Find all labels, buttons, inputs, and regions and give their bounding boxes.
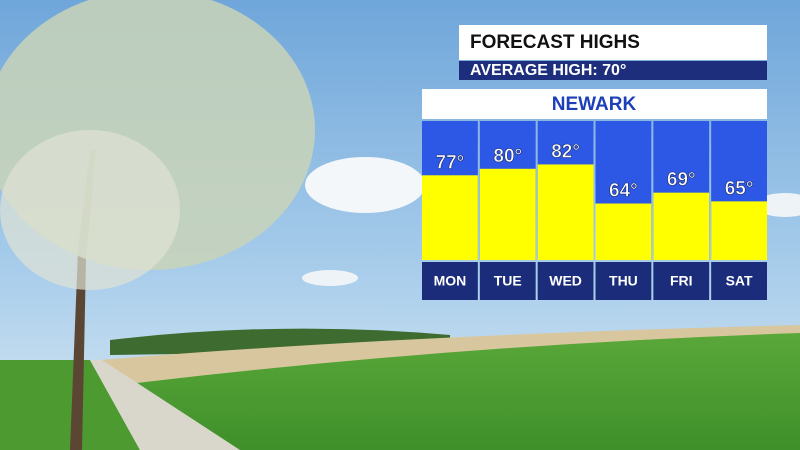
subtitle-box (459, 61, 767, 80)
x-tick-label: MON (434, 273, 467, 289)
bar (537, 164, 594, 260)
bar (653, 192, 710, 260)
bar (711, 201, 767, 260)
day-box (595, 262, 652, 300)
grass (0, 360, 140, 450)
value-label: 69° (667, 170, 696, 191)
x-tick-label: TUE (494, 273, 522, 289)
cloud (302, 270, 358, 286)
chart: 77° MON 80° TUE 82° WED 64° THU 69° FRI 65° SAT (422, 121, 767, 300)
path (90, 360, 240, 450)
x-tick-label: SAT (726, 273, 753, 289)
bar (422, 175, 478, 260)
tree-blossoms (0, 130, 180, 290)
grass (120, 333, 800, 450)
value-label: 64° (609, 181, 638, 202)
value-label: 77° (436, 152, 465, 173)
subtitle: AVERAGE HIGH: 70° (470, 62, 626, 79)
x-tick-label: WED (549, 273, 582, 289)
cloud (305, 157, 425, 213)
bar (595, 203, 652, 260)
x-tick-label: FRI (670, 273, 693, 289)
day-box (711, 262, 767, 300)
location-box (422, 89, 767, 119)
location: NEWARK (552, 94, 637, 115)
day-box (479, 262, 536, 300)
title: FORECAST HIGHS (470, 32, 640, 53)
day-box (653, 262, 710, 300)
value-label: 65° (725, 178, 754, 199)
title-box (459, 25, 767, 60)
x-tick-label: THU (609, 273, 638, 289)
value-label: 82° (551, 141, 580, 162)
bar (479, 168, 536, 260)
day-box (422, 262, 478, 300)
value-label: 80° (493, 146, 522, 167)
tree-trunk (70, 150, 96, 450)
day-box (537, 262, 594, 300)
